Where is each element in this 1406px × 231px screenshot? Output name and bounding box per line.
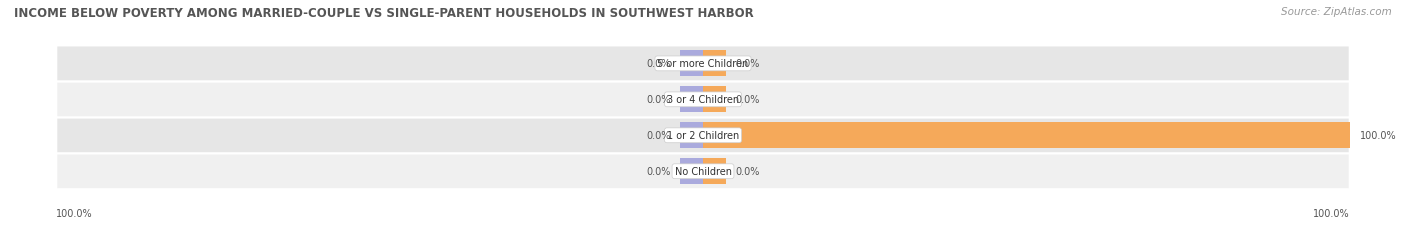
Bar xyxy=(681,51,703,77)
Text: 100.0%: 100.0% xyxy=(56,208,93,218)
Bar xyxy=(681,159,703,184)
Text: Source: ZipAtlas.com: Source: ZipAtlas.com xyxy=(1281,7,1392,17)
Text: 100.0%: 100.0% xyxy=(1360,131,1396,141)
Text: 0.0%: 0.0% xyxy=(647,59,671,69)
Bar xyxy=(681,123,703,149)
Bar xyxy=(703,87,725,113)
Text: 0.0%: 0.0% xyxy=(647,167,671,176)
Bar xyxy=(703,159,725,184)
Text: 0.0%: 0.0% xyxy=(735,167,759,176)
Text: 1 or 2 Children: 1 or 2 Children xyxy=(666,131,740,141)
Text: 0.0%: 0.0% xyxy=(647,95,671,105)
Text: 0.0%: 0.0% xyxy=(735,95,759,105)
Text: INCOME BELOW POVERTY AMONG MARRIED-COUPLE VS SINGLE-PARENT HOUSEHOLDS IN SOUTHWE: INCOME BELOW POVERTY AMONG MARRIED-COUPL… xyxy=(14,7,754,20)
FancyBboxPatch shape xyxy=(56,118,1350,154)
Text: 5 or more Children: 5 or more Children xyxy=(658,59,748,69)
Text: 0.0%: 0.0% xyxy=(735,59,759,69)
Bar xyxy=(703,51,725,77)
Text: No Children: No Children xyxy=(675,167,731,176)
Bar xyxy=(681,87,703,113)
Text: 0.0%: 0.0% xyxy=(647,131,671,141)
FancyBboxPatch shape xyxy=(56,82,1350,118)
FancyBboxPatch shape xyxy=(56,46,1350,82)
Text: 100.0%: 100.0% xyxy=(1313,208,1350,218)
FancyBboxPatch shape xyxy=(56,154,1350,189)
Text: 3 or 4 Children: 3 or 4 Children xyxy=(666,95,740,105)
Bar xyxy=(703,123,1350,149)
